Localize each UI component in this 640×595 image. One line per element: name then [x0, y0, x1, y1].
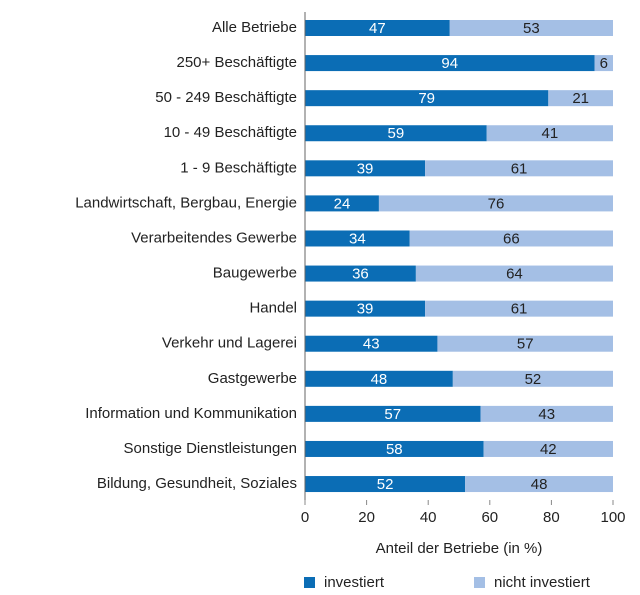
value-label: 57: [517, 336, 534, 353]
value-label: 64: [506, 266, 523, 283]
value-label: 52: [525, 371, 542, 388]
bar-segment: [305, 195, 379, 212]
value-label: 48: [531, 476, 548, 493]
category-label: 10 - 49 Beschäftigte: [164, 124, 297, 141]
bar-segment: [449, 20, 613, 36]
value-label: 53: [523, 20, 540, 37]
category-label: Verkehr und Lagerei: [162, 335, 297, 352]
value-label: 24: [334, 195, 351, 212]
value-label: 43: [363, 336, 380, 353]
bar-segment: [305, 125, 487, 142]
value-label: 58: [386, 441, 403, 458]
value-label: 34: [349, 230, 366, 247]
category-label: Alle Betriebe: [212, 19, 297, 36]
value-label: 21: [572, 90, 589, 107]
value-label: 66: [503, 230, 520, 247]
value-label: 36: [352, 266, 369, 283]
bar-segment: [425, 160, 613, 177]
category-label: Bildung, Gesundheit, Soziales: [97, 475, 297, 492]
category-label: Information und Kommunikation: [85, 405, 297, 422]
x-tick-label: 100: [600, 509, 625, 526]
value-label: 41: [542, 125, 559, 142]
bar-segment: [437, 335, 613, 352]
bar-segment: [305, 55, 595, 72]
value-label: 76: [488, 195, 505, 212]
bar-segment: [305, 335, 438, 352]
category-label: Sonstige Dienstleistungen: [124, 440, 297, 457]
bar-segment: [305, 440, 484, 457]
bar-segment: [378, 195, 613, 212]
value-label: 42: [540, 441, 557, 458]
bar-segment: [305, 370, 453, 387]
bar-segment: [305, 265, 416, 282]
legend-swatch: [474, 577, 485, 588]
legend-label: nicht investiert: [494, 574, 591, 591]
value-label: 79: [418, 90, 435, 107]
value-label: 57: [384, 406, 401, 423]
category-label: 50 - 249 Beschäftigte: [155, 89, 297, 106]
value-label: 39: [357, 301, 374, 318]
value-label: 48: [371, 371, 388, 388]
bar-segment: [409, 230, 613, 247]
value-label: 47: [369, 20, 386, 37]
value-label: 43: [538, 406, 555, 423]
value-label: 61: [511, 160, 528, 177]
category-label: 250+ Beschäftigte: [176, 54, 297, 71]
bar-segment: [305, 160, 426, 177]
bar-segment: [305, 20, 450, 36]
bar-segment: [305, 300, 426, 317]
value-label: 59: [388, 125, 405, 142]
category-label: Gastgewerbe: [208, 370, 297, 387]
legend-label: investiert: [324, 574, 385, 591]
bar-segment: [415, 265, 613, 282]
value-label: 39: [357, 160, 374, 177]
category-label: Verarbeitendes Gewerbe: [131, 229, 297, 246]
bar-segment: [483, 440, 613, 457]
x-tick-label: 40: [420, 509, 437, 526]
legend-swatch: [304, 577, 315, 588]
bar-segment: [465, 476, 613, 493]
bar-segment: [305, 405, 481, 422]
bar-segment: [305, 230, 410, 247]
x-tick-label: 0: [301, 509, 309, 526]
bar-segment: [548, 90, 613, 107]
bar-segment: [425, 300, 613, 317]
category-label: Handel: [249, 300, 297, 317]
x-tick-label: 60: [481, 509, 498, 526]
x-tick-label: 80: [543, 509, 560, 526]
bar-segment: [452, 370, 613, 387]
category-label: Baugewerbe: [213, 265, 297, 282]
category-label: 1 - 9 Beschäftigte: [180, 159, 297, 176]
bar-segment: [305, 90, 549, 107]
bar-segment: [594, 55, 613, 72]
bar-segment: [486, 125, 613, 142]
x-axis-title: Anteil der Betriebe (in %): [376, 540, 543, 557]
value-label: 61: [511, 301, 528, 318]
category-label: Landwirtschaft, Bergbau, Energie: [75, 194, 297, 211]
value-label: 52: [377, 476, 394, 493]
value-label: 6: [600, 55, 608, 72]
x-tick-label: 20: [358, 509, 375, 526]
bar-segment: [305, 476, 466, 493]
value-label: 94: [441, 55, 458, 72]
bar-segment: [480, 405, 613, 422]
